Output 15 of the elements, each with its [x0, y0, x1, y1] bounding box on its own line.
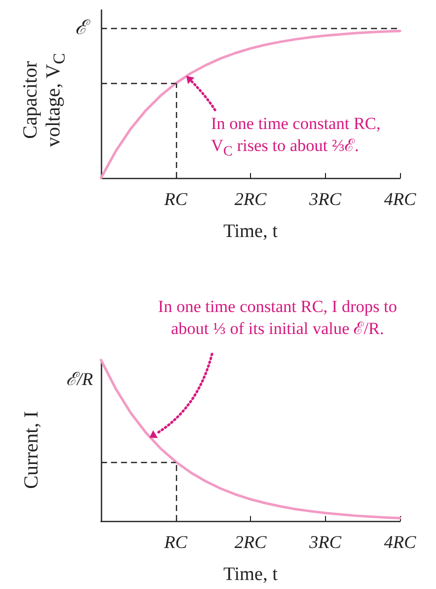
y-axis-title: Current, I — [20, 410, 44, 491]
x-tick-label: 2RC — [234, 532, 268, 552]
x-axis-title: Time, t — [223, 221, 278, 242]
x-tick-label: 3RC — [308, 532, 342, 552]
x-axis-title: Time, t — [223, 564, 278, 585]
ref-line-label: ℰ — [75, 17, 91, 39]
x-tick-label: 2RC — [234, 189, 268, 209]
annotation: In one time constant RC, I drops to about ⅓ of its initial value ℰ/R. — [157, 296, 398, 340]
x-tick-label: RC — [163, 189, 188, 209]
x-tick-label: RC — [163, 532, 188, 552]
x-tick-label: 4RC — [384, 532, 417, 552]
x-tick-label: 4RC — [384, 189, 417, 209]
x-tick-label: 3RC — [308, 189, 342, 209]
annotation: In one time constant RC, V$_{C}$ rises to about ⅔ℰ. — [211, 113, 382, 161]
annotation: ℰ/R — [66, 368, 93, 390]
